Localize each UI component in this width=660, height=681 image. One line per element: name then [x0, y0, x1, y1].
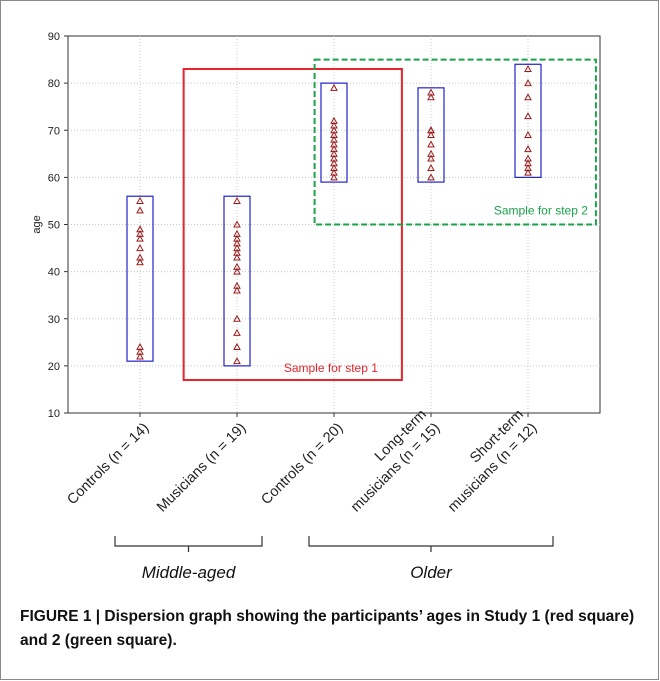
data-point — [427, 126, 435, 134]
data-point — [524, 145, 532, 153]
data-point — [330, 154, 338, 162]
x-category-label: Controls (n = 14) — [64, 420, 152, 508]
data-point — [330, 149, 338, 157]
y-tick-label: 30 — [48, 314, 60, 326]
data-point — [330, 121, 338, 129]
x-category-label-line: Controls (n = 20) — [258, 420, 346, 508]
range-box — [417, 87, 445, 183]
data-point — [330, 83, 338, 91]
x-category-label: Controls (n = 20) — [258, 420, 346, 508]
data-point — [524, 112, 532, 120]
data-point — [330, 130, 338, 138]
data-point — [524, 163, 532, 171]
data-point — [136, 342, 144, 351]
data-point — [136, 258, 144, 266]
data-point — [330, 135, 338, 143]
data-point — [233, 239, 241, 247]
data-point — [330, 126, 338, 134]
data-point — [136, 253, 144, 261]
older-group-label: Older — [410, 563, 453, 582]
data-point — [233, 229, 241, 237]
data-point — [233, 328, 241, 336]
data-point — [233, 342, 241, 351]
data-point — [524, 79, 532, 87]
y-tick-label: 60 — [48, 172, 60, 184]
data-point — [427, 93, 435, 101]
data-point — [233, 281, 241, 289]
step-2-sample-box — [313, 58, 597, 226]
y-tick-label: 40 — [48, 267, 60, 279]
step-2-sample-label: Sample for step 2 — [494, 204, 588, 218]
middle-aged-brace — [114, 536, 263, 552]
data-point — [330, 145, 338, 153]
data-point — [427, 154, 435, 162]
dispersion-chart: 10 20 30 40 50 60 70 80 90 age Sample for step 1 Sa… — [31, 31, 601, 582]
x-category-label: Musicians (n = 19) — [154, 420, 249, 515]
data-point — [136, 234, 144, 242]
x-category-label-line: Musicians (n = 19) — [154, 420, 249, 515]
data-point — [330, 163, 338, 171]
data-point — [233, 234, 241, 242]
data-point — [233, 196, 241, 204]
data-point — [233, 220, 241, 228]
y-tick-label: 20 — [48, 361, 60, 373]
data-point — [427, 173, 435, 181]
data-point — [136, 206, 144, 214]
data-point — [136, 244, 144, 252]
data-point — [524, 93, 532, 101]
data-point — [524, 168, 532, 176]
data-point — [330, 116, 338, 124]
data-point — [427, 140, 435, 148]
figure-caption: FIGURE 1 | Dispersion graph showing the … — [20, 608, 635, 649]
y-tick-label: 70 — [48, 125, 60, 137]
data-point — [136, 225, 144, 233]
data-point — [524, 159, 532, 167]
older-brace — [308, 536, 554, 552]
data-point — [233, 262, 241, 270]
data-point — [233, 244, 241, 252]
data-point — [136, 347, 144, 355]
data-point — [330, 140, 338, 148]
range-box — [126, 195, 154, 362]
data-point — [524, 154, 532, 162]
data-point — [233, 314, 241, 322]
middle-aged-group-label: Middle-aged — [142, 563, 236, 582]
data-point — [233, 357, 241, 365]
x-category-label-line: Controls (n = 14) — [64, 420, 152, 508]
data-point — [330, 173, 338, 181]
data-point — [427, 149, 435, 157]
data-point — [427, 88, 435, 96]
y-tick-label: 80 — [48, 78, 60, 90]
y-tick-label: 10 — [48, 408, 60, 420]
data-point — [136, 352, 144, 360]
plot-area — [67, 35, 601, 414]
data-point — [524, 130, 532, 138]
data-point — [233, 248, 241, 256]
step-1-sample-label: Sample for step 1 — [284, 361, 378, 375]
range-box — [223, 195, 251, 367]
data-point — [524, 64, 532, 72]
range-box — [514, 63, 542, 178]
y-tick-label: 90 — [48, 31, 60, 43]
data-point — [233, 267, 241, 275]
data-point — [427, 163, 435, 171]
data-point — [330, 168, 338, 176]
data-point — [136, 229, 144, 237]
range-box — [320, 82, 348, 183]
data-point — [330, 159, 338, 167]
y-tick-label: 50 — [48, 220, 60, 232]
data-point — [233, 253, 241, 261]
data-point — [427, 130, 435, 138]
data-point — [136, 196, 144, 204]
data-point — [233, 286, 241, 294]
y-axis-label: age — [31, 215, 43, 233]
